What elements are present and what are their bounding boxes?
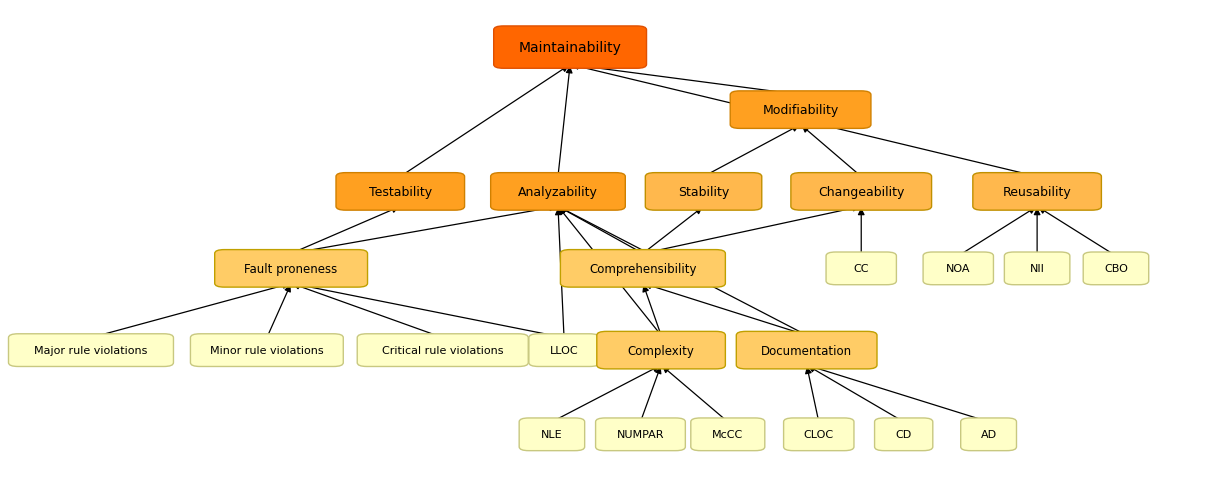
Text: Complexity: Complexity [627, 344, 695, 357]
FancyBboxPatch shape [597, 332, 725, 369]
Text: NUMPAR: NUMPAR [616, 430, 665, 439]
FancyBboxPatch shape [1083, 252, 1149, 285]
FancyBboxPatch shape [923, 252, 993, 285]
Text: CC: CC [854, 264, 869, 274]
FancyBboxPatch shape [336, 173, 465, 211]
FancyBboxPatch shape [494, 27, 647, 69]
Text: Testability: Testability [369, 185, 432, 199]
Text: NLE: NLE [541, 430, 563, 439]
Text: LLOC: LLOC [549, 346, 579, 355]
FancyBboxPatch shape [784, 418, 854, 451]
FancyBboxPatch shape [490, 173, 626, 211]
FancyBboxPatch shape [215, 250, 368, 288]
Text: AD: AD [980, 430, 997, 439]
Text: McCC: McCC [712, 430, 744, 439]
FancyBboxPatch shape [973, 173, 1101, 211]
FancyBboxPatch shape [596, 418, 685, 451]
FancyBboxPatch shape [8, 334, 173, 367]
FancyBboxPatch shape [190, 334, 343, 367]
FancyBboxPatch shape [645, 173, 762, 211]
Text: Stability: Stability [678, 185, 729, 199]
Text: CLOC: CLOC [804, 430, 833, 439]
Text: NOA: NOA [946, 264, 970, 274]
FancyBboxPatch shape [791, 173, 932, 211]
FancyBboxPatch shape [691, 418, 765, 451]
FancyBboxPatch shape [519, 418, 585, 451]
Text: Documentation: Documentation [761, 344, 853, 357]
Text: Major rule violations: Major rule violations [34, 346, 148, 355]
Text: Maintainability: Maintainability [519, 41, 621, 55]
FancyBboxPatch shape [529, 334, 599, 367]
Text: Reusability: Reusability [1003, 185, 1071, 199]
Text: Fault proneness: Fault proneness [245, 262, 337, 276]
FancyBboxPatch shape [736, 332, 877, 369]
FancyBboxPatch shape [875, 418, 933, 451]
FancyBboxPatch shape [730, 92, 871, 129]
Text: Comprehensibility: Comprehensibility [590, 262, 696, 276]
Text: Minor rule violations: Minor rule violations [210, 346, 324, 355]
FancyBboxPatch shape [961, 418, 1016, 451]
Text: Changeability: Changeability [818, 185, 905, 199]
FancyBboxPatch shape [1004, 252, 1070, 285]
FancyBboxPatch shape [357, 334, 529, 367]
FancyBboxPatch shape [826, 252, 896, 285]
FancyBboxPatch shape [560, 250, 725, 288]
Text: CBO: CBO [1104, 264, 1128, 274]
Text: Analyzability: Analyzability [518, 185, 598, 199]
Text: NII: NII [1030, 264, 1044, 274]
Text: Critical rule violations: Critical rule violations [382, 346, 503, 355]
Text: CD: CD [895, 430, 912, 439]
Text: Modifiability: Modifiability [763, 104, 838, 117]
